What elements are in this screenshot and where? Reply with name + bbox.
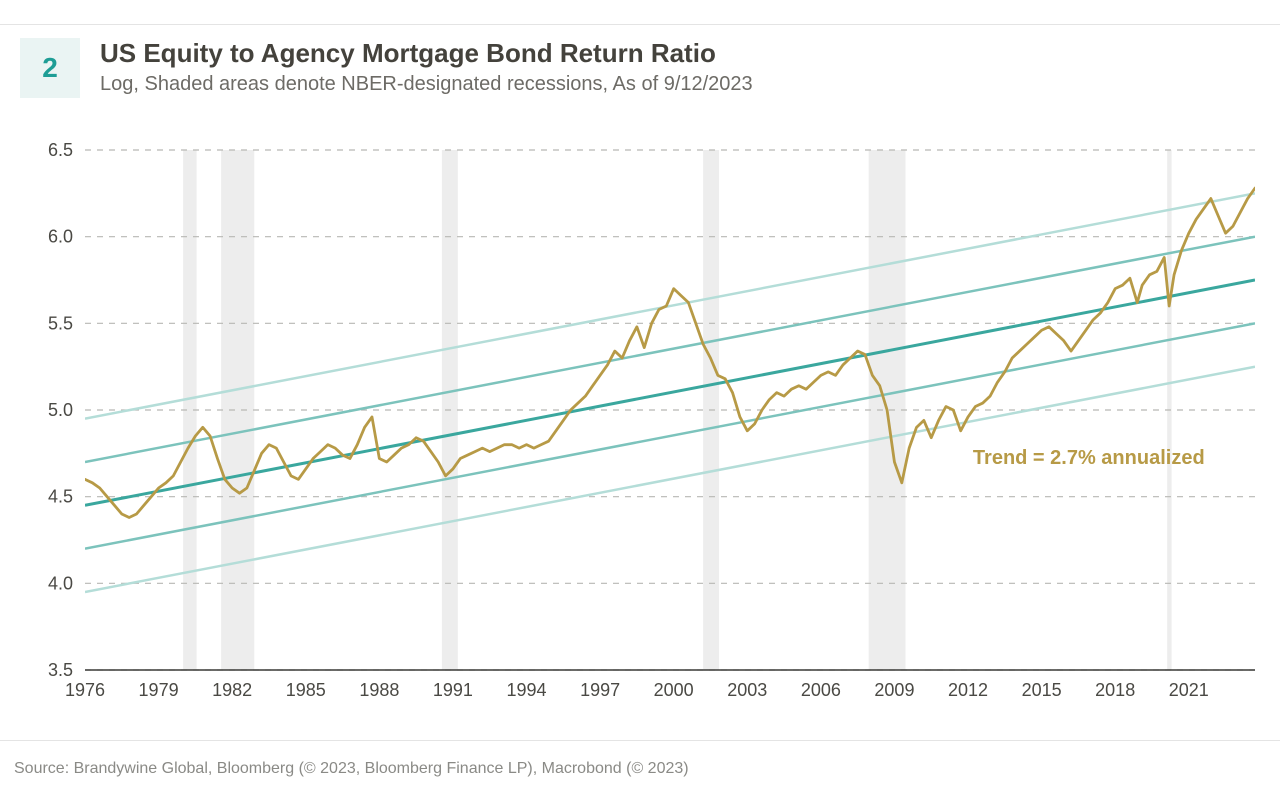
trend-line <box>85 323 1255 548</box>
x-tick-label: 2012 <box>948 680 988 700</box>
trend-line <box>85 280 1255 505</box>
x-tick-label: 1982 <box>212 680 252 700</box>
figure: 2 US Equity to Agency Mortgage Bond Retu… <box>0 0 1280 805</box>
trend-line <box>85 367 1255 592</box>
chart-header: 2 US Equity to Agency Mortgage Bond Retu… <box>20 38 753 98</box>
x-tick-label: 1988 <box>359 680 399 700</box>
chart-area: 3.5 4.0 4.5 5.0 5.5 6.0 6.5 1976 1979 1982 1985 198… <box>15 130 1265 730</box>
y-tick-label: 6.0 <box>48 227 73 247</box>
x-tick-label: 2006 <box>801 680 841 700</box>
source-text: Source: Brandywine Global, Bloomberg (© … <box>14 760 689 778</box>
x-tick-label: 1997 <box>580 680 620 700</box>
trend-line <box>85 237 1255 462</box>
trend-annotation: Trend = 2.7% annualized <box>973 447 1205 470</box>
y-tick-label: 6.5 <box>48 140 73 160</box>
x-tick-label: 1976 <box>65 680 105 700</box>
x-tick-label: 2003 <box>727 680 767 700</box>
x-tick-label: 1991 <box>433 680 473 700</box>
x-tick-label: 2021 <box>1169 680 1209 700</box>
trend-line <box>85 193 1255 418</box>
chart-title: US Equity to Agency Mortgage Bond Return… <box>100 38 753 69</box>
x-tick-label: 1994 <box>506 680 546 700</box>
x-tick-label: 1979 <box>139 680 179 700</box>
y-tick-label: 3.5 <box>48 660 73 680</box>
title-block: US Equity to Agency Mortgage Bond Return… <box>100 38 753 96</box>
y-tick-label: 5.0 <box>48 400 73 420</box>
recession-band <box>221 150 254 670</box>
y-tick-label: 4.0 <box>48 573 73 593</box>
chart-svg: 3.5 4.0 4.5 5.0 5.5 6.0 6.5 1976 1979 1982 1985 198… <box>15 130 1265 730</box>
figure-number-badge: 2 <box>20 38 80 98</box>
x-tick-label: 1985 <box>286 680 326 700</box>
x-tick-label: 2009 <box>874 680 914 700</box>
y-tick-label: 4.5 <box>48 487 73 507</box>
bottom-rule <box>0 740 1280 741</box>
x-tick-label: 2015 <box>1022 680 1062 700</box>
x-tick-label: 2000 <box>654 680 694 700</box>
top-rule <box>0 24 1280 25</box>
x-tick-label: 2018 <box>1095 680 1135 700</box>
chart-subtitle: Log, Shaded areas denote NBER-designated… <box>100 73 753 96</box>
y-tick-label: 5.5 <box>48 313 73 333</box>
